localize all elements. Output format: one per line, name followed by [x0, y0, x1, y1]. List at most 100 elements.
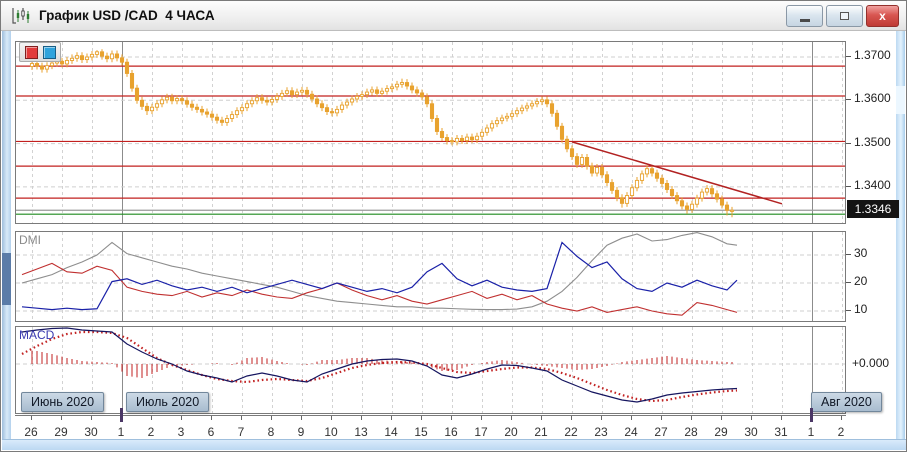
minimize-button[interactable]: [786, 5, 823, 27]
date-tick-label: 7: [237, 425, 245, 439]
date-tick: [631, 416, 632, 420]
date-tick: [301, 416, 302, 420]
date-tick: [241, 416, 242, 420]
date-tick: [691, 416, 692, 420]
month-button-july[interactable]: Июль 2020: [126, 392, 210, 412]
dmi-tick-label: 20: [854, 274, 868, 288]
month-button-june[interactable]: Июнь 2020: [21, 392, 105, 412]
dmi-tick: [846, 310, 851, 311]
price-tick: [846, 56, 851, 57]
maximize-button[interactable]: [826, 5, 863, 27]
date-tick: [331, 416, 332, 420]
date-tick: [451, 416, 452, 420]
date-tick-label: 13: [354, 425, 368, 439]
left-window-border: [2, 31, 11, 441]
price-tick: [846, 99, 851, 101]
date-tick-label: 21: [534, 425, 548, 439]
date-tick: [721, 416, 722, 420]
date-tick: [481, 416, 482, 420]
date-tick-label: 1: [807, 425, 815, 439]
date-tick: [91, 416, 92, 420]
date-tick: [361, 416, 362, 420]
window-controls: x: [786, 5, 899, 27]
date-tick: [151, 416, 152, 420]
date-tick: [181, 416, 182, 420]
date-tick-label: 23: [594, 425, 608, 439]
date-tick: [121, 416, 122, 420]
date-tick: [571, 416, 572, 420]
date-tick: [541, 416, 542, 420]
maximize-icon: [840, 12, 849, 20]
month-button-august[interactable]: Авг 2020: [811, 392, 882, 412]
dmi-plot[interactable]: [16, 232, 845, 321]
price-chart-panel[interactable]: [15, 41, 846, 224]
date-tick-label: 27: [654, 425, 668, 439]
date-tick-label: 24: [624, 425, 638, 439]
title-bar[interactable]: График USD /CAD 4 ЧАСА x: [1, 1, 906, 31]
date-tick: [811, 416, 812, 420]
date-tick-label: 8: [267, 425, 275, 439]
date-tick: [841, 416, 842, 420]
date-tick-label: 30: [744, 425, 758, 439]
right-border-shine: [896, 86, 905, 114]
macd-zero-label: +0.000: [852, 356, 890, 370]
close-icon: x: [879, 9, 886, 23]
dmi-indicator-panel[interactable]: [15, 231, 846, 322]
date-tick-label: 17: [474, 425, 488, 439]
date-tick: [511, 416, 512, 420]
date-tick: [751, 416, 752, 420]
chart-toolbar: [19, 42, 61, 62]
date-tick-label: 20: [504, 425, 518, 439]
left-border-thumb: [2, 253, 11, 305]
candlestick-plot[interactable]: [16, 42, 845, 223]
date-tick-label: 31: [774, 425, 788, 439]
current-price-badge: 1.3346: [847, 200, 899, 218]
date-tick: [421, 416, 422, 420]
date-tick: [211, 416, 212, 420]
date-tick-label: 22: [564, 425, 578, 439]
date-axis-line: [15, 415, 846, 416]
date-tick-label: 2: [147, 425, 155, 439]
date-tick: [31, 416, 32, 420]
date-tick-label: 29: [54, 425, 68, 439]
date-tick-label: 15: [414, 425, 428, 439]
price-tick-label: 1.3600: [854, 91, 891, 106]
date-tick: [271, 416, 272, 420]
bottom-status-strip: [2, 439, 906, 450]
price-tick-label: 1.3700: [854, 48, 891, 62]
date-tick: [781, 416, 782, 420]
dmi-tick-label: 30: [854, 246, 868, 260]
price-tick-label: 1.3400: [854, 177, 891, 192]
blue-square-button[interactable]: [42, 45, 56, 59]
price-tick-label: 1.3500: [854, 134, 891, 149]
price-tick: [846, 142, 851, 144]
date-tick: [601, 416, 602, 420]
close-button[interactable]: x: [866, 5, 899, 27]
dmi-tick-label: 10: [854, 302, 868, 316]
date-tick-label: 1: [117, 425, 125, 439]
date-tick-label: 30: [84, 425, 98, 439]
date-tick-label: 2: [837, 425, 845, 439]
date-tick-label: 10: [324, 425, 338, 439]
dmi-tick: [846, 254, 851, 255]
date-tick-label: 16: [444, 425, 458, 439]
macd-plot[interactable]: [16, 327, 845, 413]
date-tick-label: 14: [384, 425, 398, 439]
date-tick-label: 26: [24, 425, 38, 439]
red-square-button[interactable]: [24, 45, 38, 59]
date-tick-label: 9: [297, 425, 305, 439]
minimize-icon: [799, 18, 810, 22]
date-tick: [61, 416, 62, 420]
date-tick: [391, 416, 392, 420]
window-title: График USD /CAD 4 ЧАСА: [39, 8, 215, 23]
price-tick: [846, 185, 851, 187]
dmi-tick: [846, 282, 851, 283]
date-tick-label: 28: [684, 425, 698, 439]
candlestick-chart-icon: [11, 7, 33, 25]
date-tick-label: 3: [177, 425, 185, 439]
right-window-border: [896, 31, 905, 441]
date-tick-label: 29: [714, 425, 728, 439]
date-tick-label: 6: [207, 425, 215, 439]
date-tick: [661, 416, 662, 420]
